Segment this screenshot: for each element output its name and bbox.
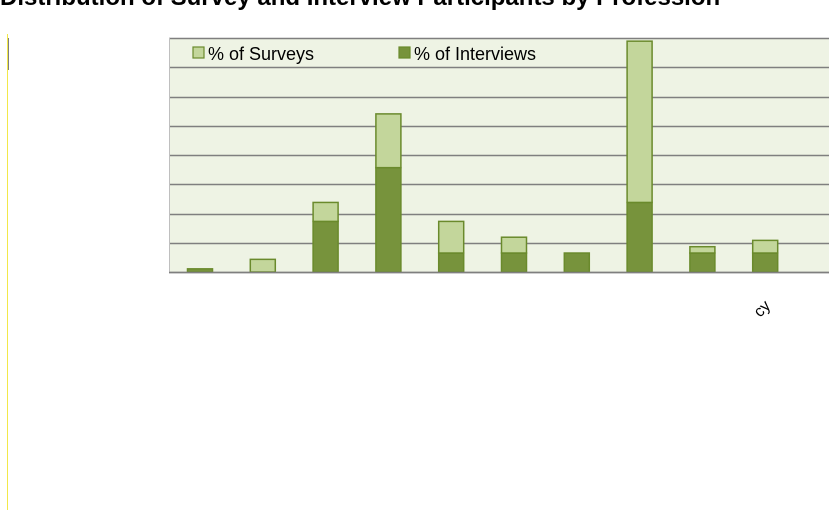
side-divider bbox=[7, 34, 8, 510]
bar-interviews bbox=[751, 252, 779, 273]
bar-surveys bbox=[500, 236, 528, 254]
bar-interviews bbox=[312, 220, 339, 273]
bar-surveys bbox=[437, 220, 465, 254]
legend-swatch-interviews bbox=[398, 46, 411, 59]
legend-label-interviews: % of Interviews bbox=[414, 44, 536, 64]
bar-interviews bbox=[437, 252, 465, 273]
bar-surveys bbox=[249, 258, 277, 273]
legend: % of Surveys % of Interviews bbox=[192, 44, 536, 64]
bar-interviews bbox=[689, 252, 716, 273]
bar-interviews bbox=[186, 268, 214, 273]
bar-surveys bbox=[375, 113, 402, 169]
text-cursor bbox=[8, 38, 9, 70]
bar-surveys bbox=[751, 239, 779, 254]
legend-label-surveys: % of Surveys bbox=[208, 44, 314, 64]
bar-surveys bbox=[689, 245, 716, 254]
bar-interviews bbox=[563, 252, 591, 273]
x-tick-label: cy bbox=[751, 297, 774, 320]
page-title: Distribution of Survey and Interview Par… bbox=[0, 0, 829, 14]
bar-surveys bbox=[626, 40, 653, 204]
bar-interviews bbox=[626, 201, 653, 273]
bar-interviews bbox=[375, 166, 402, 273]
bar-interviews bbox=[500, 252, 528, 273]
bar-surveys bbox=[312, 201, 339, 223]
legend-swatch-surveys bbox=[192, 46, 205, 59]
